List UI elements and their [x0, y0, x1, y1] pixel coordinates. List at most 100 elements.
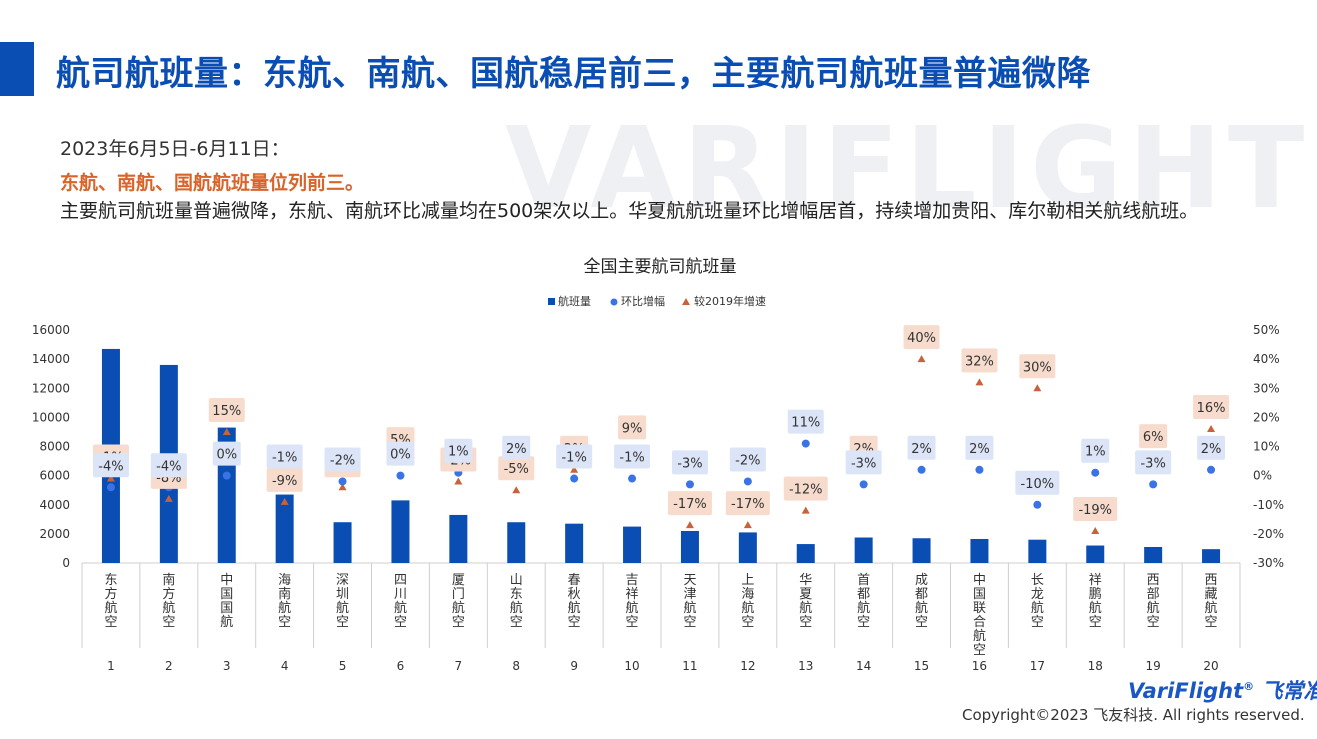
- vs2019-marker: [512, 486, 521, 494]
- vs2019-data-label: 30%: [1023, 360, 1052, 375]
- mom-data-label-bg: [556, 444, 593, 469]
- mom-data-label: -1%: [619, 451, 644, 466]
- mom-data-label-bg: [787, 409, 824, 434]
- vs2019-data-label-bg: [266, 467, 303, 492]
- x-category-char: 西: [1205, 573, 1218, 588]
- x-category-char: 航: [278, 600, 291, 616]
- x-category-char: 藏: [1205, 587, 1218, 602]
- x-category-char: 空: [452, 615, 465, 630]
- mom-data-label-bg: [386, 441, 415, 466]
- vs2019-data-label: -5%: [504, 462, 529, 477]
- x-category-char: 合: [973, 615, 986, 630]
- mom-data-label-bg: [671, 450, 708, 475]
- vs2019-data-label: -12%: [789, 483, 823, 498]
- x-rank-label: 15: [914, 659, 929, 673]
- x-rank-label: 3: [223, 659, 231, 673]
- x-category-char: 航: [452, 600, 465, 616]
- x-category-char: 国: [220, 601, 233, 616]
- mom-marker: [1091, 468, 1100, 477]
- vs2019-data-label-bg: [725, 491, 770, 516]
- x-category-char: 秋: [568, 587, 581, 602]
- mom-data-label: -4%: [98, 459, 123, 474]
- mom-marker: [975, 465, 984, 474]
- x-category-char: 方: [162, 586, 175, 602]
- x-category-char: 门: [452, 587, 465, 602]
- x-category-char: 航: [626, 600, 639, 616]
- x-category-char: 夏: [799, 587, 812, 602]
- vs2019-marker: [338, 483, 347, 491]
- mom-data-label: -1%: [561, 451, 586, 466]
- x-category-char: 空: [857, 615, 870, 630]
- x-rank-label: 19: [1146, 659, 1161, 673]
- mom-data-label-bg: [729, 447, 766, 472]
- vs2019-marker: [685, 521, 694, 529]
- page-title: 航司航班量：东航、南航、国航稳居前三，主要航司航班量普遍微降: [56, 54, 1091, 94]
- y-left-tick-label: 0: [62, 556, 70, 570]
- y-right-tick-label: -20%: [1253, 527, 1284, 541]
- mom-data-label-bg: [907, 435, 936, 460]
- legend-bar-label: 航班量: [558, 294, 591, 308]
- vs2019-data-label-bg: [667, 491, 712, 516]
- mom-marker: [338, 477, 347, 486]
- mom-data-label: -3%: [851, 456, 876, 471]
- mom-marker: [396, 471, 405, 480]
- x-rank-label: 16: [972, 659, 987, 673]
- x-rank-label: 20: [1203, 659, 1218, 673]
- x-category-char: 航: [915, 600, 928, 616]
- x-category-char: 空: [915, 615, 928, 630]
- mom-data-label-bg: [266, 444, 303, 469]
- x-rank-label: 18: [1088, 659, 1103, 673]
- vs2019-data-label: 9%: [622, 421, 643, 436]
- x-category-char: 航: [973, 628, 986, 644]
- vs2019-data-label: 15%: [212, 404, 241, 419]
- bar-mark: [1028, 539, 1047, 563]
- vs2019-marker: [164, 494, 173, 502]
- mom-marker: [685, 480, 694, 489]
- x-category-char: 空: [799, 615, 812, 630]
- mom-data-label-bg: [92, 453, 129, 478]
- brand-logo: VariFlight® 飞常准: [1128, 675, 1317, 705]
- x-rank-label: 17: [1030, 659, 1045, 673]
- x-category-char: 空: [1089, 615, 1102, 630]
- mom-marker: [917, 465, 926, 474]
- x-category-char: 部: [1147, 587, 1160, 602]
- vs2019-data-label-bg: [1193, 395, 1230, 420]
- x-category-char: 联: [973, 601, 986, 616]
- x-category-char: 南: [162, 572, 175, 588]
- x-category-char: 国: [973, 587, 986, 602]
- mom-marker: [106, 483, 115, 492]
- x-rank-label: 12: [740, 659, 755, 673]
- mom-marker: [628, 474, 637, 483]
- mom-marker: [859, 480, 868, 489]
- watermark: VARIFLIGHT: [505, 104, 1311, 234]
- x-category-char: 天: [683, 573, 696, 588]
- y-right-tick-label: 30%: [1253, 381, 1280, 395]
- x-category-char: 春: [568, 573, 581, 588]
- vs2019-data-label: -19%: [1078, 503, 1112, 518]
- vs2019-data-label: 40%: [907, 331, 936, 346]
- chart-title: 全国主要航司航班量: [584, 257, 737, 277]
- x-category-char: 中: [220, 573, 233, 588]
- mom-data-label-bg: [845, 450, 882, 475]
- bar-mark: [565, 523, 584, 563]
- x-category-char: 航: [1031, 600, 1044, 616]
- bar-mark: [1202, 549, 1221, 563]
- x-category-char: 都: [857, 587, 870, 602]
- mom-data-label: -1%: [272, 451, 297, 466]
- vs2019-marker: [454, 477, 463, 485]
- bar-mark: [333, 522, 352, 563]
- mom-marker: [1207, 465, 1216, 474]
- y-left-tick-label: 16000: [32, 323, 70, 337]
- mom-data-label: -3%: [677, 456, 702, 471]
- x-rank-label: 6: [397, 659, 405, 673]
- x-category-char: 航: [857, 600, 870, 616]
- title-accent-bar: [0, 42, 34, 96]
- x-rank-label: 1: [107, 659, 115, 673]
- mom-data-label-bg: [1015, 470, 1060, 495]
- mom-data-label: -3%: [1140, 456, 1165, 471]
- x-category-char: 西: [1147, 573, 1160, 588]
- y-left-tick-label: 6000: [39, 469, 70, 483]
- vs2019-data-label-bg: [783, 476, 828, 501]
- vs2019-data-label-bg: [498, 456, 535, 481]
